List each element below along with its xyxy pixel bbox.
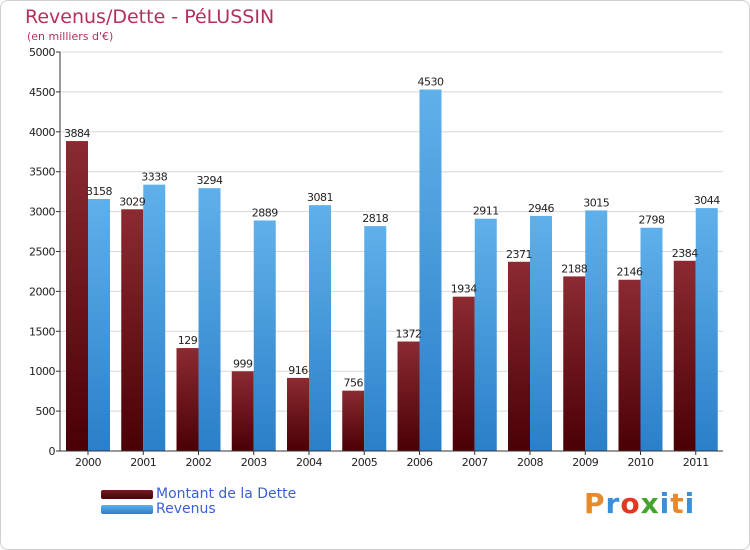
bar-revenus (640, 227, 663, 451)
bar-dette (508, 261, 530, 451)
x-tick-label: 2003 (241, 456, 267, 469)
chart-title: Revenus/Dette - PéLUSSIN (25, 6, 275, 28)
axes: 0 500 1000 1500 2000 2500 3000 3500 4000 4500 5000… (29, 46, 723, 469)
bar-revenus (474, 218, 497, 451)
bar-revenus (585, 210, 608, 451)
data-label-revenus: 3015 (583, 196, 609, 209)
legend-label-revenus: Revenus (156, 501, 216, 517)
data-label-revenus: 3044 (694, 194, 720, 207)
data-labels: 3884 3158 3029 3338 129 3294 999 2889 916 3081 756… (64, 76, 721, 390)
data-label-dette: 916 (288, 364, 308, 377)
bar-dette (342, 390, 365, 451)
bar-revenus (143, 184, 166, 451)
bar-revenus (530, 215, 552, 451)
x-tick-label: 2010 (628, 456, 654, 469)
data-label-dette: 999 (233, 357, 253, 370)
y-tick-label: 3500 (29, 166, 55, 179)
data-label-dette: 1372 (396, 328, 422, 341)
x-tick-label: 2008 (517, 456, 543, 469)
data-label-dette: 756 (344, 377, 364, 390)
x-tick-label: 2000 (75, 456, 101, 469)
x-tick-label: 2006 (407, 456, 433, 469)
data-label-revenus: 3294 (197, 174, 223, 187)
legend-swatch-revenus (101, 505, 153, 514)
bar-dette (121, 209, 144, 451)
bar-dette (287, 377, 309, 451)
data-label-dette: 2188 (561, 262, 587, 275)
bar-dette (66, 141, 88, 451)
data-label-revenus: 3081 (307, 191, 333, 204)
data-label-dette: 2371 (506, 248, 532, 261)
x-tick-label: 2009 (572, 456, 598, 469)
data-label-revenus: 4530 (418, 76, 444, 89)
gridlines (60, 51, 723, 412)
y-tick-label: 4500 (29, 86, 55, 99)
proxiti-logo: Proxiti (584, 487, 696, 520)
data-label-revenus: 2798 (639, 214, 665, 227)
data-label-revenus: 2818 (362, 212, 388, 225)
y-tick-label: 1500 (29, 325, 55, 338)
x-tick-label: 2002 (186, 456, 212, 469)
data-label-dette: 2146 (617, 266, 643, 279)
bar-revenus (309, 205, 331, 451)
y-tick-label: 3000 (29, 206, 55, 219)
bar-revenus (88, 198, 110, 451)
y-tick-label: 2500 (29, 246, 55, 259)
bar-dette (397, 341, 420, 451)
chart-subtitle: (en milliers d'€) (27, 30, 114, 43)
x-tick-label: 2005 (351, 456, 377, 469)
data-label-revenus: 3338 (141, 171, 167, 184)
bars (66, 89, 718, 452)
data-label-revenus: 2889 (252, 206, 278, 219)
bar-revenus (198, 188, 221, 451)
data-label-dette: 2384 (672, 247, 698, 260)
data-label-dette: 129 (178, 334, 198, 347)
y-tick-label: 500 (36, 405, 56, 418)
bar-revenus (253, 220, 276, 451)
data-label-dette: 3029 (119, 195, 145, 208)
data-label-dette: 1934 (451, 283, 477, 296)
bar-dette (563, 276, 586, 451)
bar-dette (231, 371, 254, 451)
y-tick-label: 0 (49, 445, 56, 458)
bar-revenus (364, 226, 387, 451)
x-tick-label: 2004 (296, 456, 322, 469)
data-label-revenus: 2946 (528, 202, 554, 215)
legend-swatch-dette (101, 490, 153, 499)
bar-dette (673, 260, 696, 451)
bar-revenus (695, 208, 718, 451)
y-tick-label: 5000 (29, 46, 55, 59)
bar-dette (452, 296, 475, 451)
data-label-dette: 3884 (64, 127, 90, 140)
bar-dette (618, 279, 641, 451)
x-tick-label: 2007 (462, 456, 488, 469)
y-tick-label: 2000 (29, 285, 55, 298)
data-label-revenus: 3158 (86, 185, 112, 198)
legend-label-dette: Montant de la Dette (156, 486, 297, 502)
y-tick-label: 4000 (29, 126, 55, 139)
data-label-revenus: 2911 (473, 205, 499, 218)
y-tick-label: 1000 (29, 365, 55, 378)
x-tick-label: 2011 (683, 456, 709, 469)
bar-revenus (419, 89, 442, 452)
x-tick-label: 2001 (130, 456, 156, 469)
bar-dette (176, 348, 199, 451)
